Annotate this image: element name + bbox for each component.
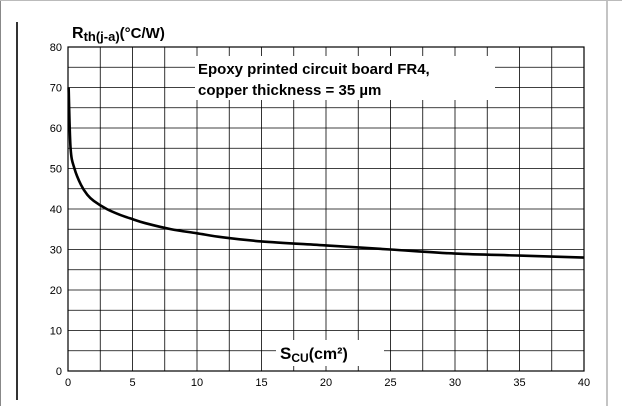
- y-tick-label: 30: [50, 245, 62, 257]
- y-tick-label: 50: [50, 164, 62, 176]
- xlabel-bg: [276, 340, 384, 366]
- annotation-line-1: Epoxy printed circuit board FR4,: [198, 61, 430, 78]
- y-axis-title-main: R: [72, 25, 84, 42]
- y-axis-title: Rth(j-a)(°C/W): [72, 25, 165, 44]
- y-tick-label: 40: [50, 204, 62, 216]
- annotation-line-2: copper thickness = 35 µm: [198, 82, 381, 99]
- x-tick-label: 10: [191, 377, 203, 389]
- x-tick-label: 25: [384, 377, 396, 389]
- x-tick-labels: 0 5 10 15 20 25 30 35 40: [65, 377, 590, 389]
- series-group: [67, 87, 585, 259]
- x-axis-title-sub: CU: [291, 351, 308, 365]
- x-tick-label: 40: [578, 377, 590, 389]
- x-tick-label: 5: [129, 377, 135, 389]
- y-tick-label: 60: [50, 123, 62, 135]
- y-tick-label: 20: [50, 285, 62, 297]
- x-axis-title-main: S: [280, 344, 291, 363]
- series-line: [67, 87, 585, 259]
- plot-area-border: [67, 46, 585, 372]
- x-tick-label: 0: [65, 377, 71, 389]
- y-tick-label: 0: [56, 366, 62, 378]
- plot-border: [67, 46, 585, 372]
- y-tick-label: 10: [50, 326, 62, 338]
- annotation-bg: [195, 56, 495, 100]
- x-tick-label: 30: [449, 377, 461, 389]
- y-tick-label: 70: [50, 83, 62, 95]
- x-tick-label: 15: [255, 377, 267, 389]
- x-axis-title-unit: (cm²): [309, 346, 348, 363]
- y-tick-labels: 0 10 20 30 40 50 60 70 80: [50, 42, 62, 378]
- y-axis-title-sub: th(j-a): [84, 29, 120, 44]
- x-axis-title: SCU(cm²): [280, 344, 348, 365]
- y-axis-title-unit: (°C/W): [120, 25, 165, 42]
- ylabel-bg: [70, 22, 240, 44]
- y-tick-label: 80: [50, 42, 62, 54]
- x-tick-label: 35: [513, 377, 525, 389]
- x-tick-label: 20: [320, 377, 332, 389]
